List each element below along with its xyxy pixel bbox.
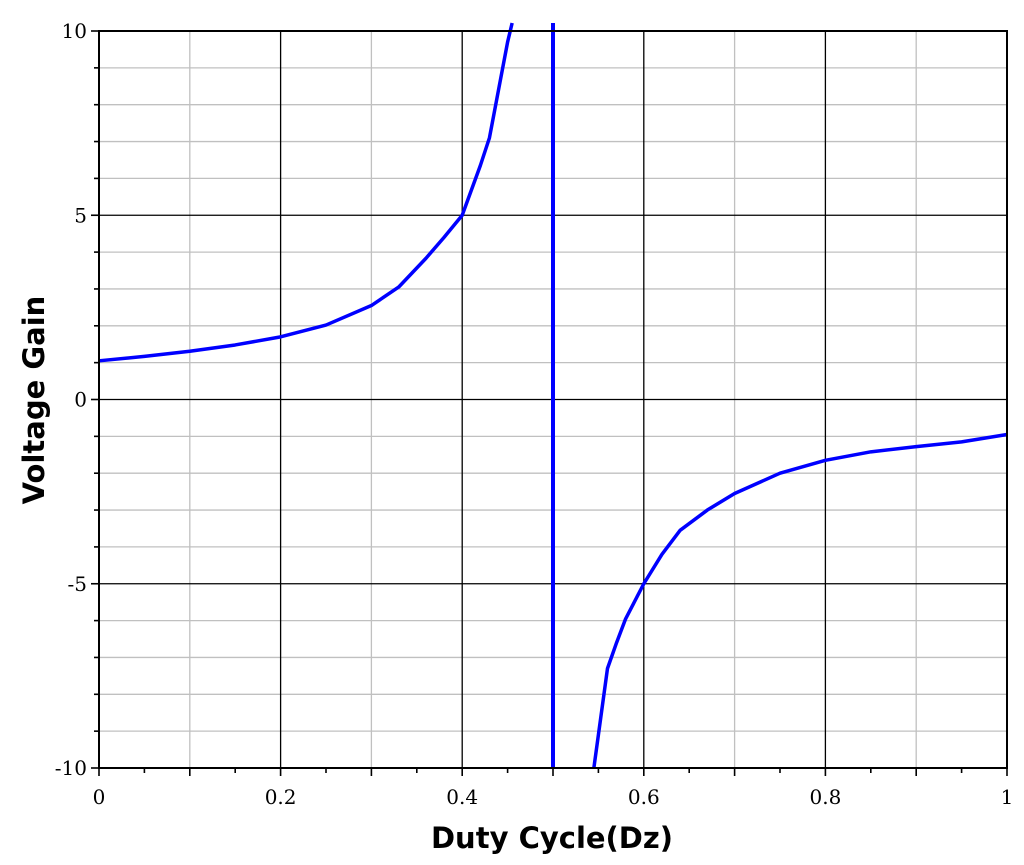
series-line-2 [592, 432, 1008, 769]
y-axis-title: Voltage Gain [17, 296, 51, 505]
x-tick-label: 0.4 [446, 785, 478, 809]
y-tick-label: 0 [74, 388, 87, 412]
y-tick-label: -5 [68, 572, 87, 596]
x-tick-labels: 0 0.2 0.4 0.6 0.8 1 [93, 785, 1014, 809]
x-tick-label: 1 [1001, 785, 1014, 809]
y-tick-labels: 10 5 0 -5 -10 [55, 19, 87, 780]
x-tick-label: 0 [93, 785, 106, 809]
y-tick-label: -10 [55, 756, 87, 780]
x-tick-label: 0.8 [809, 785, 841, 809]
tick-marks [91, 30, 1008, 776]
y-tick-label: 5 [74, 203, 87, 227]
series-line-1 [98, 22, 514, 363]
series-layer [98, 22, 1008, 769]
x-tick-label: 0.6 [628, 785, 660, 809]
y-tick-label: 10 [62, 19, 87, 43]
x-axis-title: Duty Cycle(Dz) [431, 821, 673, 855]
x-tick-label: 0.2 [265, 785, 297, 809]
